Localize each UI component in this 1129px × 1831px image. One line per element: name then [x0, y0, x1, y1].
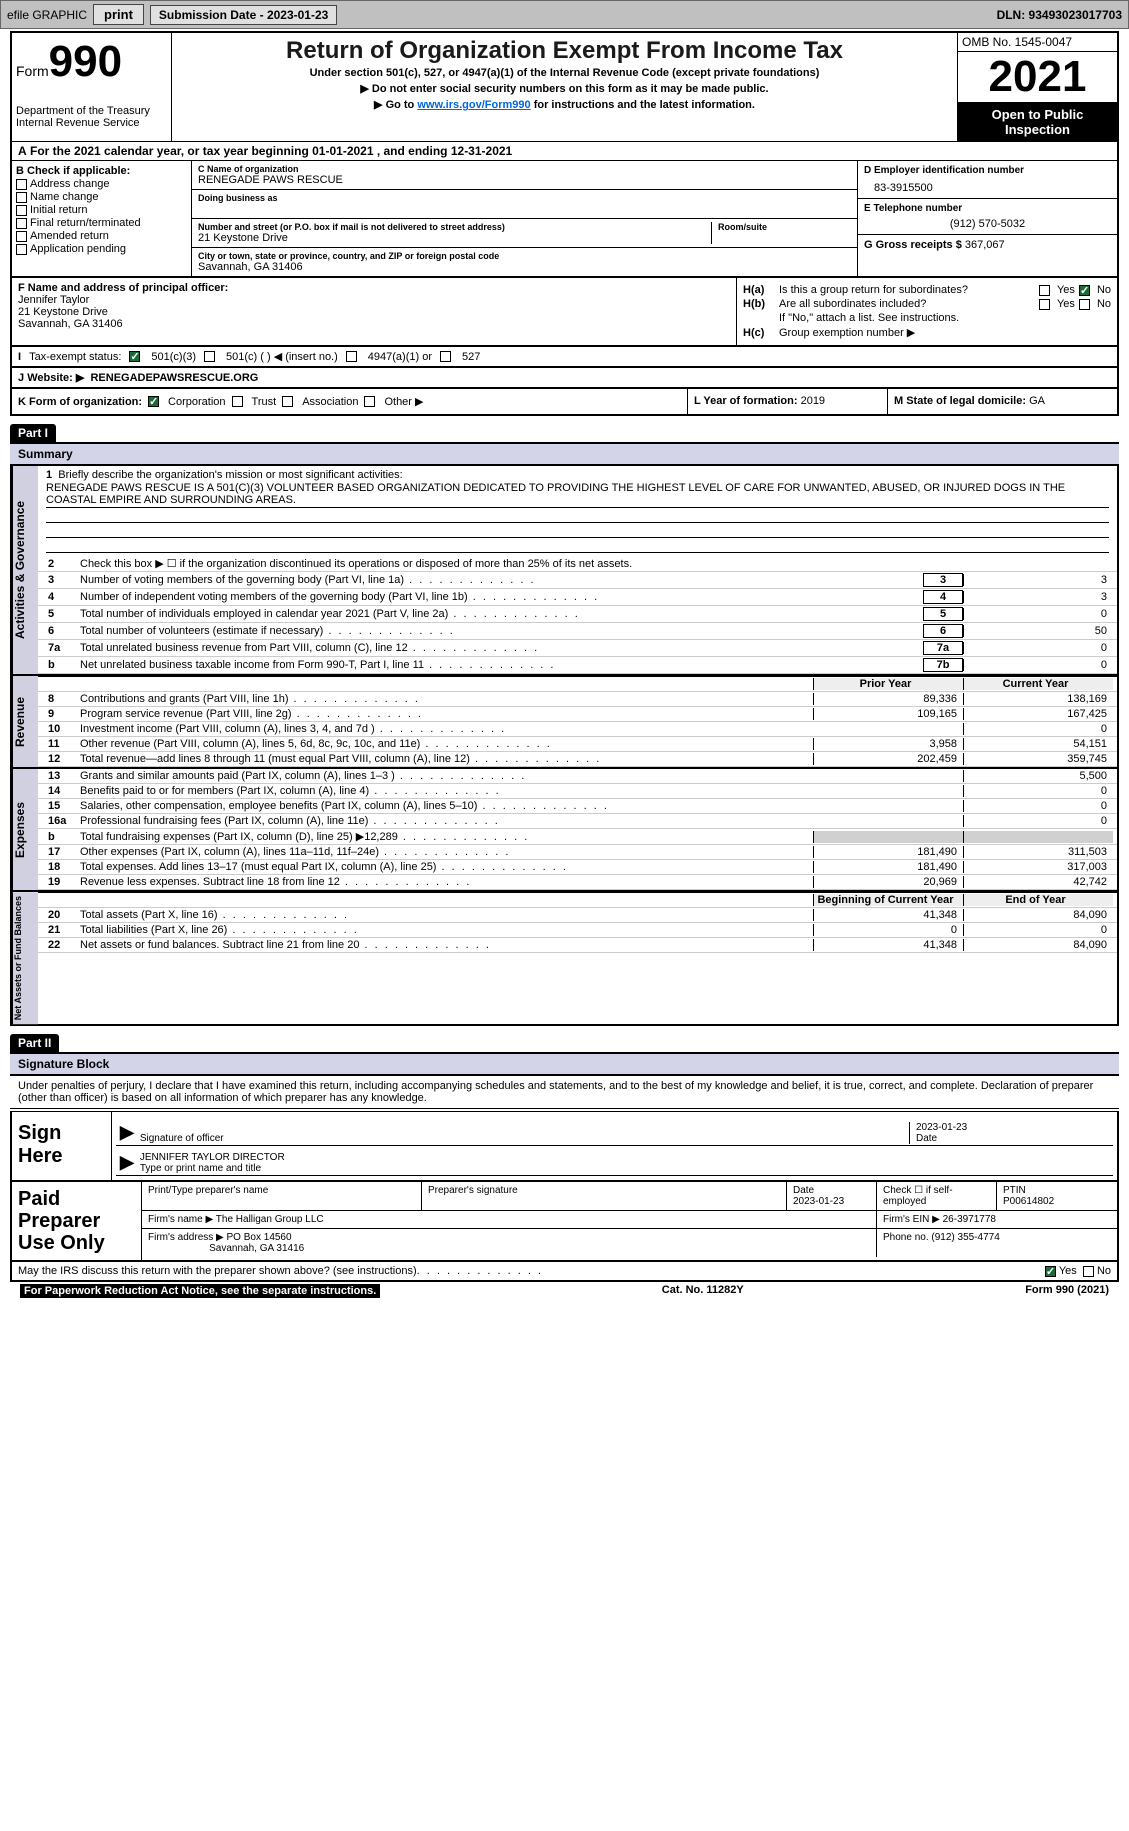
line-b: bNet unrelated business taxable income f… — [38, 657, 1117, 674]
side-netassets: Net Assets or Fund Balances — [12, 892, 38, 1024]
officer-name: Jennifer Taylor — [18, 294, 730, 306]
line-16a: 16aProfessional fundraising fees (Part I… — [38, 814, 1117, 829]
section-b-checkboxes: B Check if applicable: Address change Na… — [12, 161, 192, 276]
line-15: 15Salaries, other compensation, employee… — [38, 799, 1117, 814]
paid-preparer-label: Paid Preparer Use Only — [12, 1182, 142, 1260]
chk-trust[interactable] — [232, 396, 243, 407]
gross-receipts: 367,067 — [965, 239, 1005, 251]
line-9: 9Program service revenue (Part VIII, lin… — [38, 707, 1117, 722]
hb-no[interactable] — [1079, 299, 1090, 310]
irs-discuss-yes[interactable]: ✓ — [1045, 1266, 1056, 1277]
chk-amended[interactable] — [16, 231, 27, 242]
side-governance: Activities & Governance — [12, 466, 38, 674]
form-footer: Form 990 (2021) — [1025, 1284, 1109, 1298]
firm-addr: PO Box 14560 — [227, 1232, 292, 1243]
side-expenses: Expenses — [12, 769, 38, 890]
chk-501c3[interactable]: ✓ — [129, 351, 140, 362]
dba — [198, 203, 851, 215]
line-12: 12Total revenue—add lines 8 through 11 (… — [38, 752, 1117, 767]
instr-1: ▶ Do not enter social security numbers o… — [176, 82, 953, 95]
paperwork-notice: For Paperwork Reduction Act Notice, see … — [20, 1284, 380, 1298]
sig-date: 2023-01-23 — [916, 1122, 1109, 1133]
signature-declaration: Under penalties of perjury, I declare th… — [10, 1076, 1119, 1109]
efile-header-bar: efile GRAPHIC print Submission Date - 20… — [0, 0, 1129, 29]
officer-addr2: Savannah, GA 31406 — [18, 318, 730, 330]
chk-address-change[interactable] — [16, 179, 27, 190]
form-prefix: Form — [16, 63, 49, 79]
state-domicile: GA — [1029, 395, 1045, 407]
year-formation: 2019 — [801, 395, 825, 407]
part2-title: Signature Block — [10, 1052, 1119, 1076]
ha-yes[interactable] — [1039, 285, 1050, 296]
tax-year: 2021 — [958, 52, 1117, 103]
line-18: 18Total expenses. Add lines 13–17 (must … — [38, 860, 1117, 875]
part1-title: Summary — [10, 442, 1119, 466]
ein: 83-3915500 — [864, 176, 1111, 194]
website: RENEGADEPAWSRESCUE.ORG — [90, 372, 258, 384]
city-state-zip: Savannah, GA 31406 — [198, 261, 851, 273]
line-21: 21Total liabilities (Part X, line 26)00 — [38, 923, 1117, 938]
line-8: 8Contributions and grants (Part VIII, li… — [38, 692, 1117, 707]
firm-name: The Halligan Group LLC — [216, 1214, 324, 1225]
officer-typed-name: JENNIFER TAYLOR DIRECTOR — [140, 1152, 1109, 1163]
firm-city: Savannah, GA 31416 — [209, 1243, 304, 1254]
submission-date: Submission Date - 2023-01-23 — [150, 5, 337, 25]
irs-link[interactable]: www.irs.gov/Form990 — [417, 99, 530, 111]
line-19: 19Revenue less expenses. Subtract line 1… — [38, 875, 1117, 890]
line-6: 6Total number of volunteers (estimate if… — [38, 623, 1117, 640]
prep-date: 2023-01-23 — [793, 1196, 844, 1207]
line-b: bTotal fundraising expenses (Part IX, co… — [38, 829, 1117, 845]
chk-name-change[interactable] — [16, 192, 27, 203]
chk-final-return[interactable] — [16, 218, 27, 229]
form-number: 990 — [49, 37, 122, 86]
line-11: 11Other revenue (Part VIII, column (A), … — [38, 737, 1117, 752]
line-3: 3Number of voting members of the governi… — [38, 572, 1117, 589]
phone: (912) 570-5032 — [864, 214, 1111, 230]
mission-text: RENEGADE PAWS RESCUE IS A 501(C)(3) VOLU… — [46, 481, 1109, 508]
line-10: 10Investment income (Part VIII, column (… — [38, 722, 1117, 737]
line-13: 13Grants and similar amounts paid (Part … — [38, 769, 1117, 784]
omb-number: OMB No. 1545-0047 — [958, 33, 1117, 52]
chk-assoc[interactable] — [282, 396, 293, 407]
part2-header: Part II — [10, 1034, 59, 1052]
instr-2: ▶ Go to www.irs.gov/Form990 for instruct… — [176, 98, 953, 111]
line-17: 17Other expenses (Part IX, column (A), l… — [38, 845, 1117, 860]
officer-addr1: 21 Keystone Drive — [18, 306, 730, 318]
sign-here-label: Sign Here — [12, 1112, 112, 1180]
main-title: Return of Organization Exempt From Incom… — [176, 37, 953, 65]
chk-4947[interactable] — [346, 351, 357, 362]
side-revenue: Revenue — [12, 676, 38, 767]
chk-initial-return[interactable] — [16, 205, 27, 216]
chk-other[interactable] — [364, 396, 375, 407]
hb-yes[interactable] — [1039, 299, 1050, 310]
chk-corp[interactable]: ✓ — [148, 396, 159, 407]
irs-discuss-no[interactable] — [1083, 1266, 1094, 1277]
chk-501c[interactable] — [204, 351, 215, 362]
print-button[interactable]: print — [93, 4, 144, 25]
cat-no: Cat. No. 11282Y — [662, 1284, 744, 1298]
line-5: 5Total number of individuals employed in… — [38, 606, 1117, 623]
form-header: Form990 Department of the TreasuryIntern… — [10, 31, 1119, 142]
line-22: 22Net assets or fund balances. Subtract … — [38, 938, 1117, 953]
line-7a: 7aTotal unrelated business revenue from … — [38, 640, 1117, 657]
subtitle: Under section 501(c), 527, or 4947(a)(1)… — [176, 67, 953, 79]
line-20: 20Total assets (Part X, line 16)41,34884… — [38, 908, 1117, 923]
part1-header: Part I — [10, 424, 56, 442]
chk-527[interactable] — [440, 351, 451, 362]
dept-label: Department of the TreasuryInternal Reven… — [16, 105, 167, 129]
ha-no[interactable]: ✓ — [1079, 285, 1090, 296]
ptin: P00614802 — [1003, 1196, 1054, 1207]
section-a-period: A For the 2021 calendar year, or tax yea… — [10, 142, 1119, 161]
efile-label: efile GRAPHIC — [7, 8, 87, 22]
chk-app-pending[interactable] — [16, 244, 27, 255]
firm-phone: (912) 355-4774 — [931, 1232, 999, 1243]
org-name: RENEGADE PAWS RESCUE — [198, 174, 851, 186]
open-to-public: Open to Public Inspection — [958, 103, 1117, 141]
street-address: 21 Keystone Drive — [198, 232, 711, 244]
firm-ein: 26-3971778 — [943, 1214, 996, 1225]
dln-label: DLN: 93493023017703 — [997, 8, 1122, 22]
line-14: 14Benefits paid to or for members (Part … — [38, 784, 1117, 799]
line-4: 4Number of independent voting members of… — [38, 589, 1117, 606]
